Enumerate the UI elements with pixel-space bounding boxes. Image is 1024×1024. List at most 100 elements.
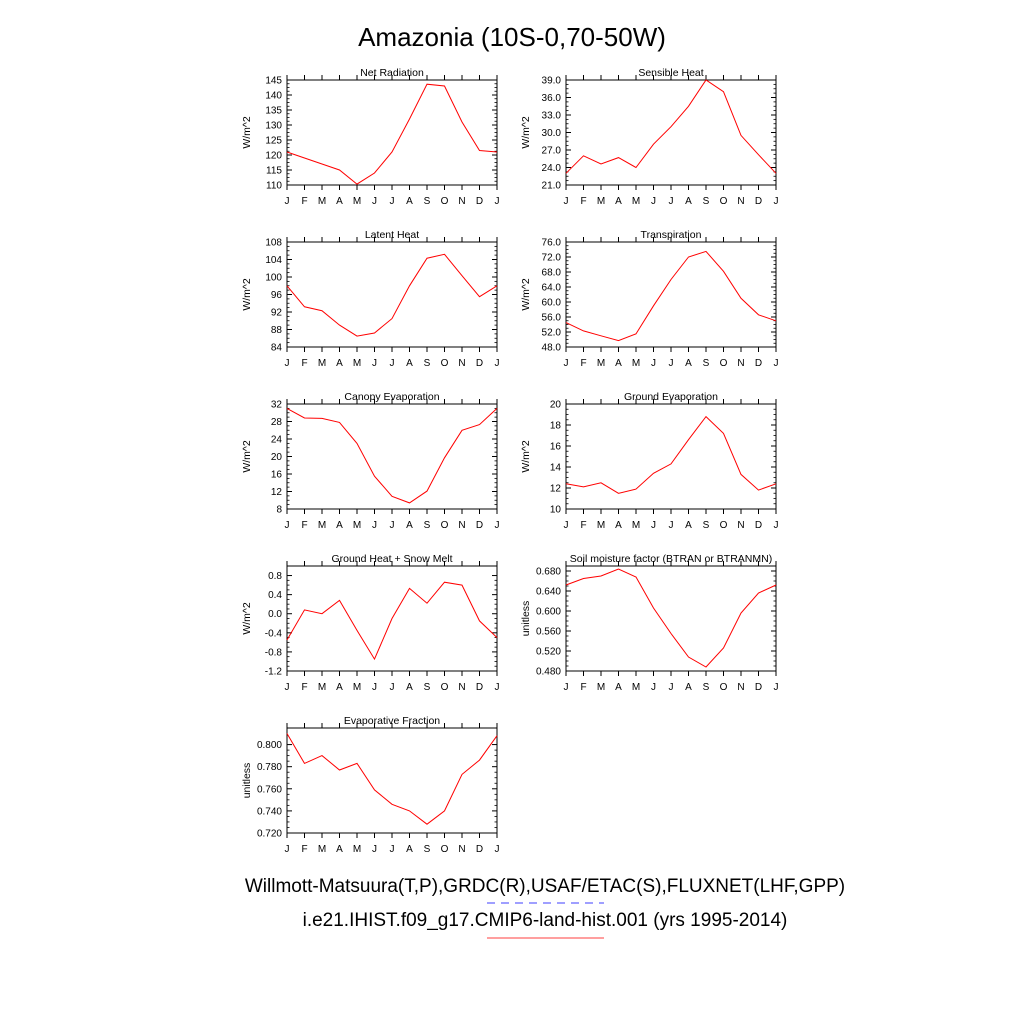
y-axis-label: W/m^2 <box>241 602 253 635</box>
y-tick-label: -0.8 <box>265 647 283 658</box>
y-tick-label: 76.0 <box>542 238 562 249</box>
x-tick-label: N <box>458 682 465 693</box>
x-tick-label: J <box>285 844 290 855</box>
y-tick-label: 0.720 <box>257 829 282 840</box>
x-tick-label: A <box>406 520 413 531</box>
x-tick-label: J <box>372 196 377 207</box>
chart-panel-8: Soil moisture factor (BTRAN or BTRANMN) u… <box>520 553 779 693</box>
x-tick-label: F <box>580 358 586 369</box>
x-tick-label: A <box>336 196 343 207</box>
x-tick-label: F <box>301 682 307 693</box>
panel-title: Evaporative Fraction <box>344 715 440 727</box>
x-tick-label: M <box>318 358 326 369</box>
x-tick-label: J <box>774 682 779 693</box>
x-tick-label: A <box>406 682 413 693</box>
y-axis-label: W/m^2 <box>241 440 253 473</box>
x-tick-label: A <box>336 358 343 369</box>
y-tick-label: 0.560 <box>536 627 561 638</box>
x-tick-label: J <box>564 358 569 369</box>
x-tick-label: M <box>318 682 326 693</box>
chart-panel-1: Net Radiation W/m^2 110 115 120 125 130 135 140 1… <box>241 67 500 207</box>
y-tick-label: 20 <box>550 400 562 411</box>
x-tick-label: D <box>476 520 483 531</box>
y-tick-label: 88 <box>271 325 283 336</box>
y-axis-label: W/m^2 <box>520 278 532 311</box>
y-tick-label: 27.0 <box>542 146 562 157</box>
panel-title: Soil moisture factor (BTRAN or BTRANMN) <box>570 553 772 565</box>
plot-frame <box>565 565 777 672</box>
y-axis-label: W/m^2 <box>241 278 253 311</box>
x-tick-label: J <box>669 520 674 531</box>
x-tick-label: J <box>669 682 674 693</box>
plot-frame <box>286 727 498 834</box>
x-tick-label: J <box>495 520 500 531</box>
x-tick-label: D <box>476 358 483 369</box>
series-line-1 <box>286 83 498 185</box>
y-tick-label: 12 <box>550 484 562 495</box>
x-tick-label: J <box>372 844 377 855</box>
series-line-1 <box>565 415 777 494</box>
y-tick-label: 104 <box>265 255 282 266</box>
series-line-1 <box>565 568 777 668</box>
x-tick-label: A <box>685 682 692 693</box>
chart-panel-9: Evaporative Fraction unitless 0.720 0.740 0.… <box>241 715 500 855</box>
y-tick-label: 33.0 <box>542 111 562 122</box>
y-tick-label: 16 <box>550 442 562 453</box>
y-tick-label: 92 <box>271 308 283 319</box>
y-tick-label: 100 <box>265 273 282 284</box>
panel-title: Transpiration <box>641 229 702 241</box>
y-tick-label: 0.780 <box>257 762 282 773</box>
y-axis-label: unitless <box>520 601 532 637</box>
x-tick-label: N <box>737 358 744 369</box>
footer-model-case: i.e21.IHIST.f09_g17.CMIP6-land-hist.001 … <box>303 910 788 931</box>
series-line-1 <box>286 581 498 661</box>
y-tick-label: -1.2 <box>265 667 283 678</box>
x-tick-label: J <box>390 682 395 693</box>
y-tick-label: 56.0 <box>542 313 562 324</box>
x-tick-label: O <box>720 196 728 207</box>
y-tick-label: 96 <box>271 290 283 301</box>
x-tick-label: O <box>441 520 449 531</box>
x-tick-label: M <box>318 520 326 531</box>
x-tick-label: M <box>318 196 326 207</box>
x-tick-label: J <box>774 520 779 531</box>
y-tick-label: 125 <box>265 136 282 147</box>
x-tick-label: O <box>441 682 449 693</box>
y-axis-label: W/m^2 <box>520 440 532 473</box>
x-tick-label: M <box>353 844 361 855</box>
x-tick-label: N <box>458 844 465 855</box>
y-tick-label: 52.0 <box>542 328 562 339</box>
x-tick-label: N <box>737 682 744 693</box>
x-tick-label: N <box>458 520 465 531</box>
x-tick-label: O <box>720 520 728 531</box>
series-line-1 <box>286 253 498 337</box>
x-tick-label: F <box>580 520 586 531</box>
y-tick-label: 0.760 <box>257 784 282 795</box>
x-tick-label: O <box>441 358 449 369</box>
x-tick-label: S <box>424 520 431 531</box>
x-tick-label: J <box>285 358 290 369</box>
x-tick-label: M <box>318 844 326 855</box>
panel-title: Ground Heat + Snow Melt <box>331 553 452 565</box>
series-line-1 <box>565 79 777 174</box>
y-tick-label: 0.0 <box>268 609 282 620</box>
y-tick-label: 48.0 <box>542 343 562 354</box>
x-tick-label: M <box>597 196 605 207</box>
y-tick-label: 130 <box>265 121 282 132</box>
x-tick-label: A <box>406 844 413 855</box>
x-tick-label: J <box>774 358 779 369</box>
x-tick-label: D <box>755 196 762 207</box>
y-tick-label: 20 <box>271 452 283 463</box>
x-tick-label: J <box>669 358 674 369</box>
x-tick-label: J <box>669 196 674 207</box>
plot-frame <box>565 403 777 510</box>
x-tick-label: A <box>685 196 692 207</box>
x-tick-label: M <box>353 196 361 207</box>
x-tick-label: O <box>720 682 728 693</box>
x-tick-label: N <box>458 196 465 207</box>
x-tick-label: S <box>424 844 431 855</box>
x-tick-label: O <box>720 358 728 369</box>
x-tick-label: J <box>372 682 377 693</box>
